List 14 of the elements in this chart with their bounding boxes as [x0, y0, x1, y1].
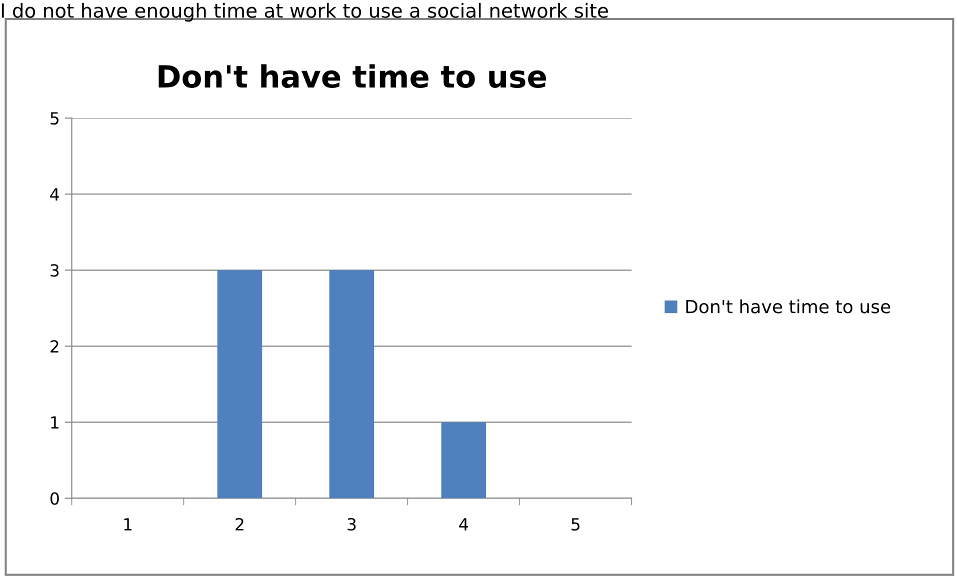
x-tick-label: 5: [572, 518, 580, 531]
y-tick-label: 5: [50, 112, 59, 125]
chart-title: Don't have time to use: [158, 64, 546, 88]
y-tick-label: 3: [50, 264, 59, 277]
x-tick-label: 1: [124, 518, 132, 530]
legend-label: Don't have time to use: [686, 299, 890, 314]
x-tick-label: 4: [459, 518, 468, 530]
text: I do not have enough time at work to use a social network site: [2, 2, 608, 22]
y-tick-label: 4: [50, 188, 60, 200]
x-tick-label: 2: [236, 518, 244, 530]
y-tick-label: 2: [50, 340, 58, 353]
x-tick-label: 3: [348, 518, 356, 531]
y-tick-label: 1: [51, 416, 58, 429]
y-tick-label: 0: [50, 492, 59, 505]
